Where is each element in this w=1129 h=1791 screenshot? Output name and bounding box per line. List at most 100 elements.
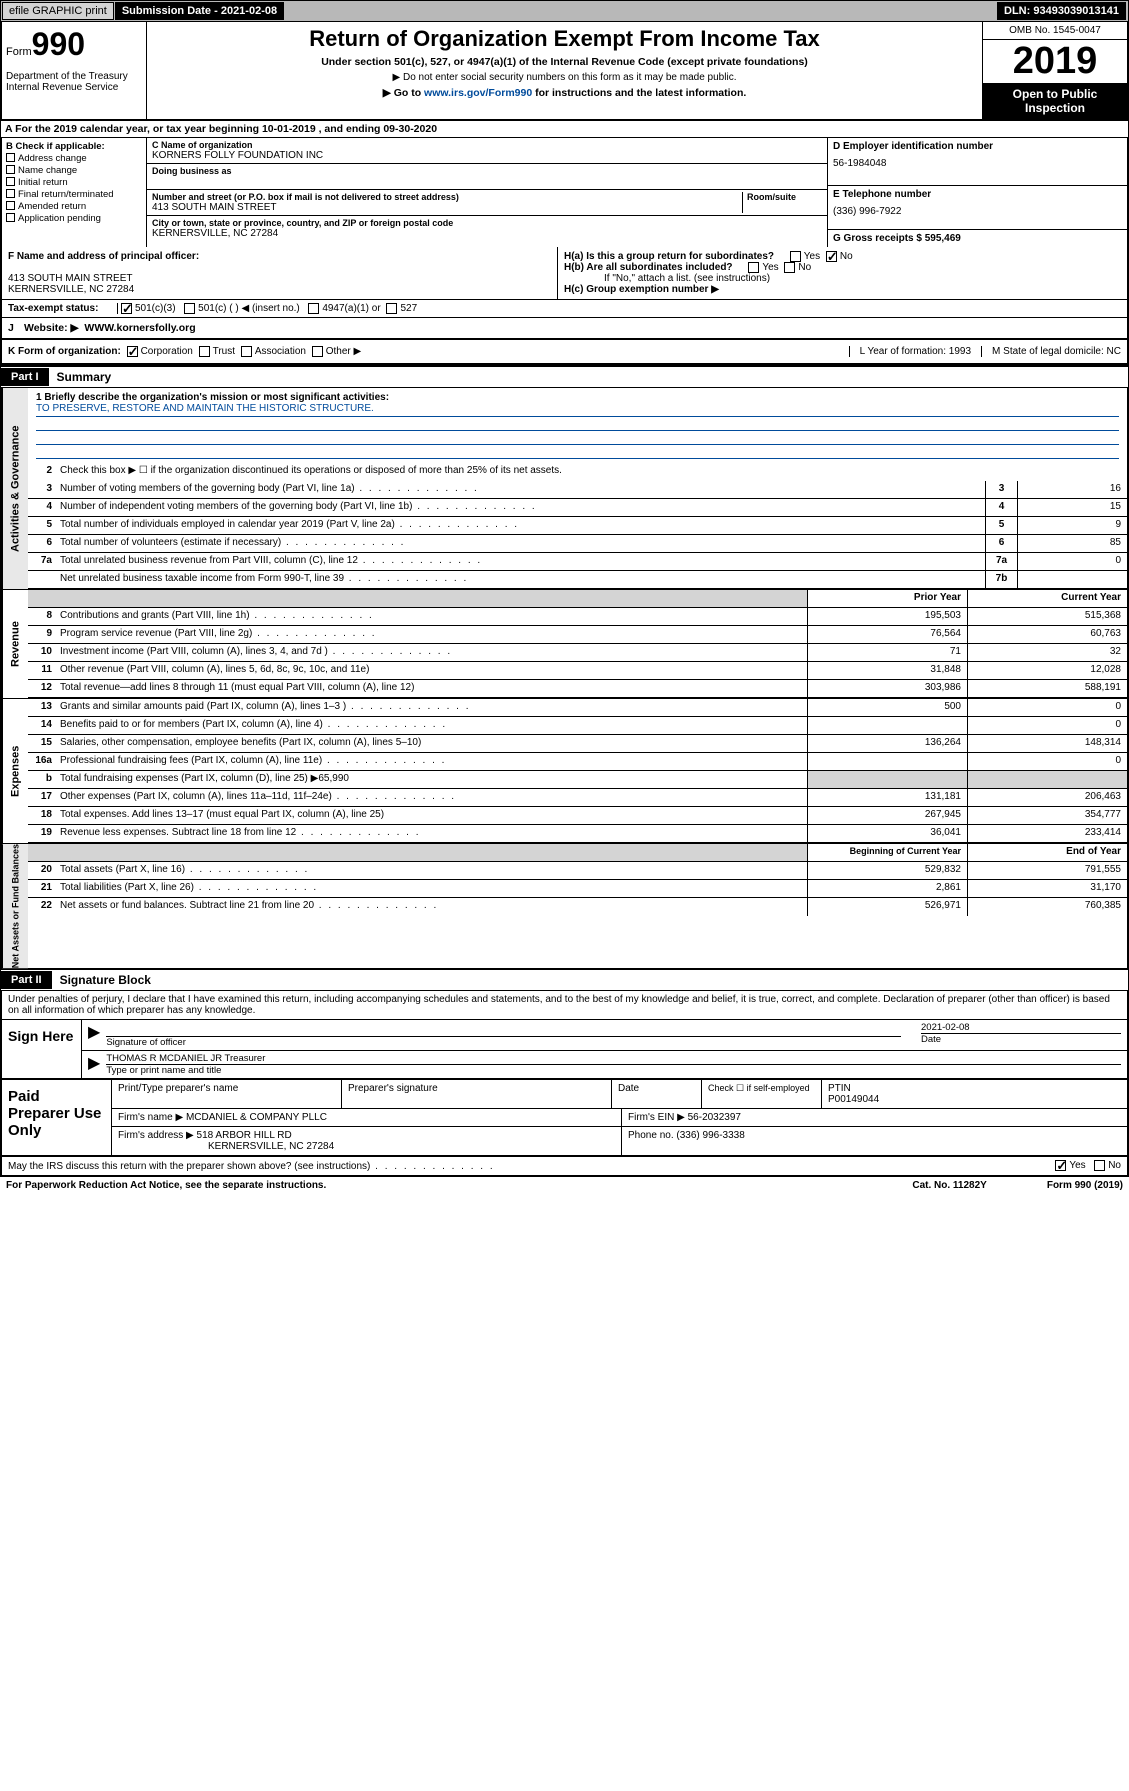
firm-addr1: 518 ARBOR HILL RD	[197, 1130, 292, 1141]
line4: Number of independent voting members of …	[56, 499, 985, 516]
form-subtitle: Under section 501(c), 527, or 4947(a)(1)…	[155, 56, 974, 68]
prior-year-hdr: Prior Year	[807, 590, 967, 607]
line18: Total expenses. Add lines 13–17 (must eq…	[56, 807, 807, 824]
line12: Total revenue—add lines 8 through 11 (mu…	[56, 680, 807, 697]
val4: 15	[1017, 499, 1127, 516]
signature-intro: Under penalties of perjury, I declare th…	[2, 991, 1127, 1020]
prep-sig-hdr: Preparer's signature	[342, 1080, 612, 1108]
ptin: P00149044	[828, 1094, 879, 1105]
hb-note: If "No," attach a list. (see instruction…	[564, 273, 1121, 284]
ha-yes[interactable]	[790, 251, 801, 262]
irs-link[interactable]: www.irs.gov/Form990	[424, 87, 532, 99]
mission-answer: TO PRESERVE, RESTORE AND MAINTAIN THE HI…	[36, 403, 1119, 417]
end-year-hdr: End of Year	[967, 844, 1127, 861]
line13: Grants and similar amounts paid (Part IX…	[56, 699, 807, 716]
form-header: Form990 Department of the Treasury Inter…	[0, 22, 1129, 121]
chk-final-return[interactable]	[6, 189, 15, 198]
chk-501c3[interactable]	[121, 303, 132, 314]
footer: For Paperwork Reduction Act Notice, see …	[0, 1177, 1129, 1194]
current-year-hdr: Current Year	[967, 590, 1127, 607]
chk-address-change[interactable]	[6, 153, 15, 162]
self-emp: Check ☐ if self-employed	[702, 1080, 822, 1108]
tax-year: 2019	[983, 40, 1127, 83]
efile-btn[interactable]: efile GRAPHIC print	[2, 2, 114, 20]
line16a: Professional fundraising fees (Part IX, …	[56, 753, 807, 770]
prep-date-hdr: Date	[612, 1080, 702, 1108]
vtab-netassets: Net Assets or Fund Balances	[2, 844, 28, 968]
firm-phone: (336) 996-3338	[676, 1130, 744, 1141]
chk-4947[interactable]	[308, 303, 319, 314]
chk-527[interactable]	[386, 303, 397, 314]
form-note1: ▶ Do not enter social security numbers o…	[155, 72, 974, 83]
pra-notice: For Paperwork Reduction Act Notice, see …	[6, 1180, 326, 1191]
line9: Program service revenue (Part VIII, line…	[56, 626, 807, 643]
officer-name: THOMAS R MCDANIEL JR Treasurer	[106, 1053, 1121, 1065]
phone: (336) 996-7922	[833, 206, 1122, 217]
chk-other[interactable]	[312, 346, 323, 357]
line15: Salaries, other compensation, employee b…	[56, 735, 807, 752]
phone-label: E Telephone number	[833, 189, 1122, 200]
form-ref: Form 990 (2019)	[1047, 1180, 1123, 1191]
street-address: 413 SOUTH MAIN STREET	[152, 202, 742, 213]
chk-amended[interactable]	[6, 201, 15, 210]
hb-yes[interactable]	[748, 262, 759, 273]
officer-row: F Name and address of principal officer:…	[0, 247, 1129, 300]
chk-501c[interactable]	[184, 303, 195, 314]
line17: Other expenses (Part IX, column (A), lin…	[56, 789, 807, 806]
line7a: Total unrelated business revenue from Pa…	[56, 553, 985, 570]
part1-header: Part I Summary	[0, 365, 1129, 388]
discuss-yes[interactable]	[1055, 1160, 1066, 1171]
website-label: Website: ▶	[24, 322, 79, 334]
discuss-question: May the IRS discuss this return with the…	[8, 1161, 495, 1172]
omb-number: OMB No. 1545-0047	[983, 22, 1127, 40]
val7a: 0	[1017, 553, 1127, 570]
hb-label: H(b) Are all subordinates included?	[564, 262, 733, 273]
submission-date: Submission Date - 2021-02-08	[115, 2, 284, 20]
part2-title: Signature Block	[52, 970, 159, 990]
val3: 16	[1017, 481, 1127, 498]
part2-label: Part II	[1, 971, 52, 989]
line22: Net assets or fund balances. Subtract li…	[56, 898, 807, 916]
discuss-no[interactable]	[1094, 1160, 1105, 1171]
line21: Total liabilities (Part X, line 26)	[56, 880, 807, 897]
hc-label: H(c) Group exemption number ▶	[564, 284, 719, 295]
chk-trust[interactable]	[199, 346, 210, 357]
org-name-label: C Name of organization	[152, 140, 822, 150]
ha-label: H(a) Is this a group return for subordin…	[564, 251, 774, 262]
sig-officer-label: Signature of officer	[106, 1037, 186, 1048]
line5: Total number of individuals employed in …	[56, 517, 985, 534]
line2: Check this box ▶ ☐ if the organization d…	[56, 463, 1127, 481]
val5: 9	[1017, 517, 1127, 534]
val6: 85	[1017, 535, 1127, 552]
ha-no[interactable]	[826, 251, 837, 262]
state-domicile: M State of legal domicile: NC	[981, 346, 1121, 357]
cat-no: Cat. No. 11282Y	[912, 1180, 986, 1191]
val7b	[1017, 571, 1127, 588]
name-title-label: Type or print name and title	[106, 1065, 221, 1076]
ein: 56-1984048	[833, 158, 1122, 169]
line16b: Total fundraising expenses (Part IX, col…	[56, 771, 807, 788]
chk-initial-return[interactable]	[6, 177, 15, 186]
firm-name: MCDANIEL & COMPANY PLLC	[186, 1112, 327, 1123]
chk-corp[interactable]	[127, 346, 138, 357]
paid-preparer-label: Paid Preparer Use Only	[2, 1080, 112, 1155]
top-bar: efile GRAPHIC print Submission Date - 20…	[0, 0, 1129, 22]
line14: Benefits paid to or for members (Part IX…	[56, 717, 807, 734]
dba-label: Doing business as	[152, 166, 822, 176]
line6: Total number of volunteers (estimate if …	[56, 535, 985, 552]
line20: Total assets (Part X, line 16)	[56, 862, 807, 879]
tax-status-label: Tax-exempt status:	[8, 303, 118, 314]
line10: Investment income (Part VIII, column (A)…	[56, 644, 807, 661]
chk-name-change[interactable]	[6, 165, 15, 174]
chk-assoc[interactable]	[241, 346, 252, 357]
org-name: KORNERS FOLLY FOUNDATION INC	[152, 150, 822, 161]
period-row: A For the 2019 calendar year, or tax yea…	[0, 121, 1129, 138]
hb-no[interactable]	[784, 262, 795, 273]
officer-addr2: KERNERSVILLE, NC 27284	[8, 284, 134, 295]
line7b: Net unrelated business taxable income fr…	[56, 571, 985, 588]
dln: DLN: 93493039013141	[997, 2, 1126, 20]
website-value: WWW.kornersfolly.org	[84, 322, 195, 334]
chk-app-pending[interactable]	[6, 213, 15, 222]
sign-here-label: Sign Here	[2, 1020, 82, 1078]
city-state-zip: KERNERSVILLE, NC 27284	[152, 228, 822, 239]
